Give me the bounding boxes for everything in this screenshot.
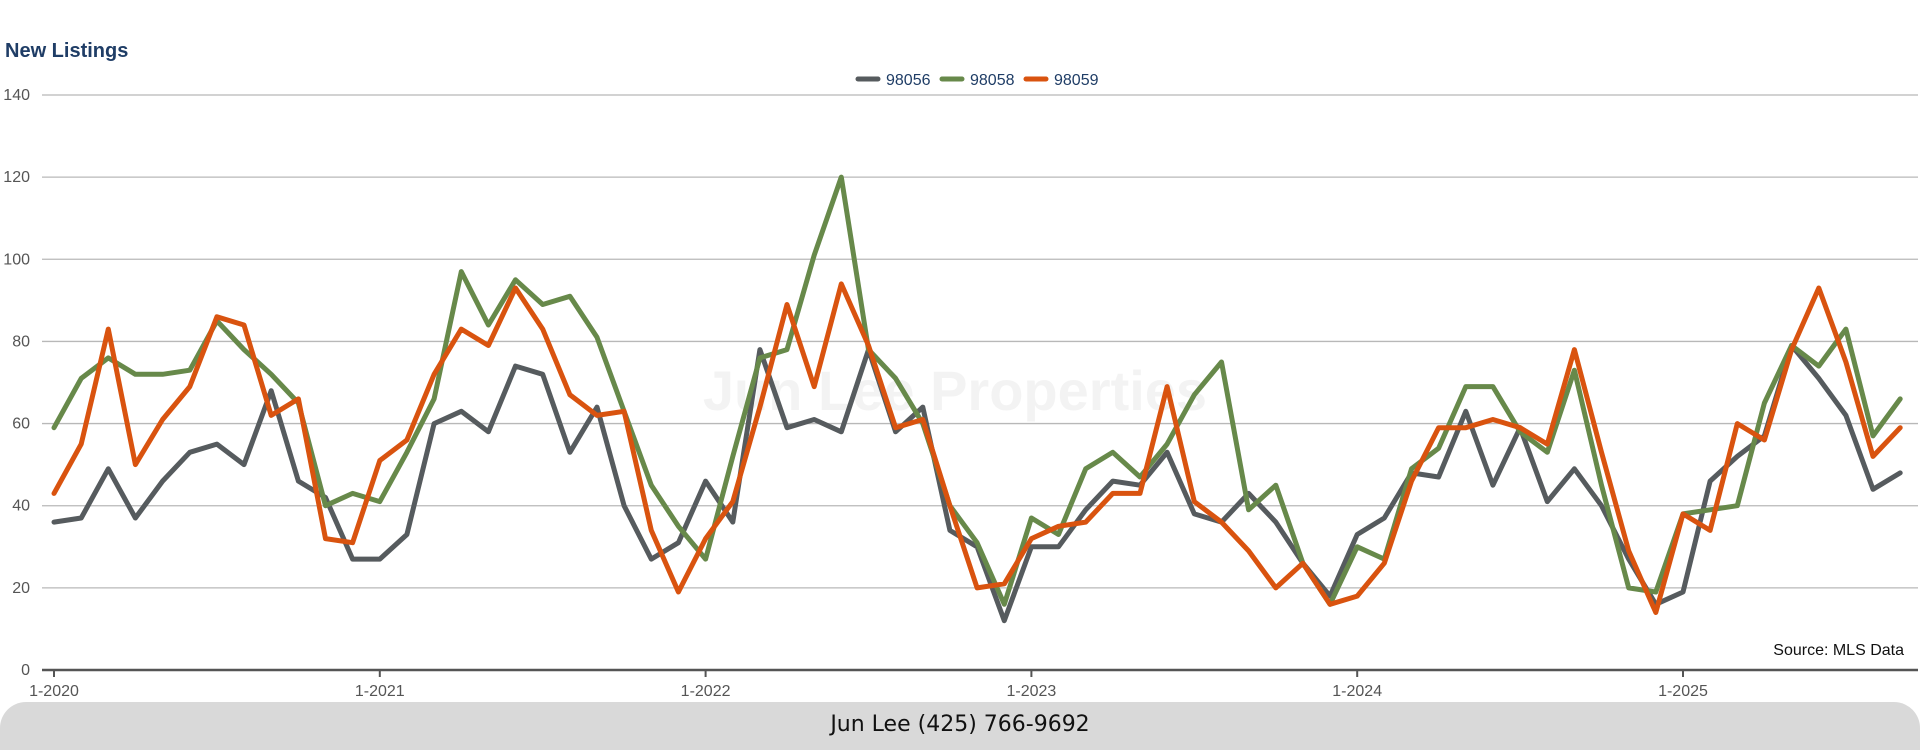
x-tick-label-1-2025: 1-2025 [1658, 683, 1708, 700]
footer-bar: Jun Lee (425) 766-9692 [0, 702, 1920, 750]
watermark-layer: Jun Lee Properties [703, 359, 1207, 422]
chart-title: New Listings [5, 40, 129, 62]
watermark-text: Jun Lee Properties [703, 359, 1207, 422]
series-line-98058 [51, 174, 1903, 607]
series-line-98059 [51, 281, 1903, 615]
legend-label-98058: 98058 [970, 72, 1015, 89]
x-tick-label-1-2022: 1-2022 [681, 683, 731, 700]
y-tick-label-140: 140 [3, 87, 30, 104]
gridlines [42, 94, 1918, 589]
y-tick-label-20: 20 [12, 580, 30, 597]
y-tick-label-40: 40 [12, 498, 30, 515]
x-tick-label-1-2020: 1-2020 [29, 683, 79, 700]
y-tick-label-80: 80 [12, 333, 30, 350]
line-chart: Jun Lee Properties 0 20 40 60 80 100 120 140 1-2… [3, 72, 1918, 700]
y-tick-label-0: 0 [21, 662, 30, 679]
legend-label-98059: 98059 [1054, 72, 1099, 89]
x-tick-label-1-2024: 1-2024 [1332, 683, 1382, 700]
x-tick-label-1-2021: 1-2021 [355, 683, 405, 700]
legend: 98056 98058 98059 [855, 72, 1099, 89]
source-note: Source: MLS Data [1773, 642, 1904, 659]
y-tick-label-100: 100 [3, 251, 30, 268]
axes: 0 20 40 60 80 100 120 140 1-2020 1-2021 1-2022 1-20… [3, 87, 1918, 700]
y-tick-label-60: 60 [12, 416, 30, 433]
y-tick-label-120: 120 [3, 169, 30, 186]
legend-label-98056: 98056 [886, 72, 931, 89]
x-tick-label-1-2023: 1-2023 [1006, 683, 1056, 700]
footer-contact: Jun Lee (425) 766-9692 [830, 711, 1090, 737]
series-layer [51, 174, 1903, 624]
